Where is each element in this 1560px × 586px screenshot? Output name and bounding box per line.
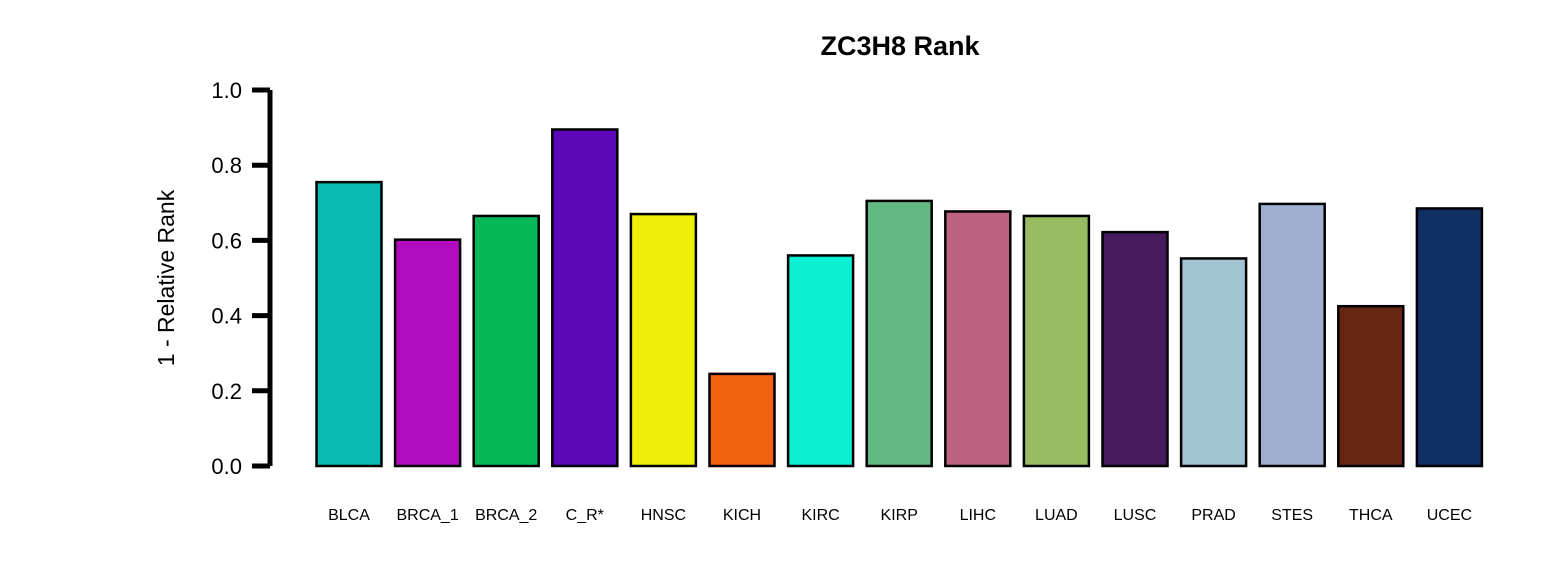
x-tick-label: C_R* (566, 507, 604, 524)
x-tick-label: PRAD (1191, 507, 1235, 524)
bar-thca (1337, 304, 1405, 468)
chart-title: ZC3H8 Rank (820, 31, 980, 61)
bar-lusc (1101, 230, 1169, 468)
x-tick-label: LUSC (1114, 507, 1157, 524)
bar-hnsc (629, 212, 698, 468)
bar-blca (315, 180, 383, 468)
bar-prad (1179, 257, 1248, 468)
x-axis-labels: BLCA BRCA_1 BRCA_2 C_R* HNSC KICH KIRC KIRP LIHC… (328, 507, 1472, 524)
bar-kirc (786, 254, 855, 468)
y-tick-label: 0.6 (211, 228, 242, 253)
y-tick-label: 0.4 (211, 304, 242, 329)
x-tick-label: UCEC (1427, 507, 1472, 524)
bar-stes (1258, 202, 1326, 468)
bar-brca-2 (472, 214, 540, 468)
x-tick-label: LUAD (1035, 507, 1078, 524)
y-tick-label: 0.8 (211, 153, 242, 178)
bars (315, 128, 1484, 468)
y-axis-label: 1 - Relative Rank (153, 189, 179, 366)
x-tick-label: THCA (1349, 507, 1393, 524)
x-tick-label: LIHC (960, 507, 996, 524)
x-tick-label: STES (1271, 507, 1313, 524)
y-tick-label: 0.2 (211, 379, 242, 404)
y-tick-label: 0.0 (211, 454, 242, 479)
bar-kich (708, 372, 776, 468)
y-tick-label: 1.0 (211, 78, 242, 103)
bar-ucec (1415, 207, 1484, 468)
bar-lihc (944, 210, 1012, 468)
x-tick-label: KICH (723, 507, 761, 524)
bar-c-r (551, 128, 619, 468)
x-tick-label: BRCA_2 (475, 507, 537, 524)
x-tick-label: KIRP (881, 507, 918, 524)
x-tick-label: BLCA (328, 507, 370, 524)
x-tick-label: BRCA_1 (396, 507, 458, 524)
x-tick-label: HNSC (641, 507, 686, 524)
bar-kirp (865, 199, 933, 468)
y-axis: 0.0 0.2 0.4 0.6 0.8 1.0 (211, 78, 273, 479)
bar-luad (1022, 214, 1091, 468)
x-tick-label: KIRC (801, 507, 839, 524)
bar-brca-1 (393, 238, 462, 468)
